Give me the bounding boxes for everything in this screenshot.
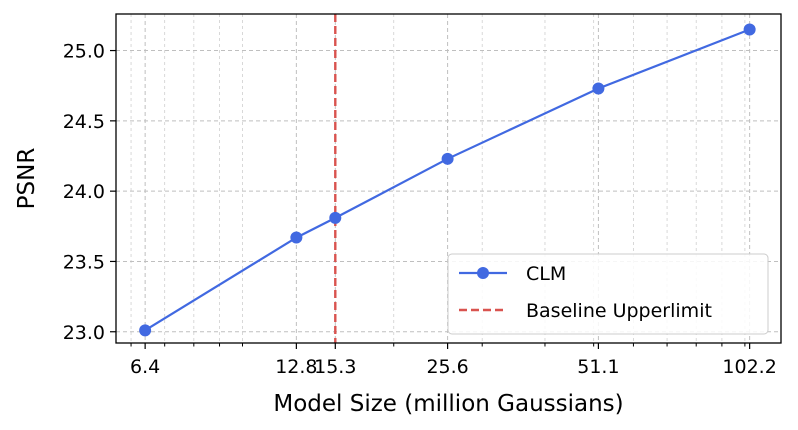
x-tick-label: 6.4 [130,356,160,378]
legend-marker-clm [477,267,489,279]
axes: 6.4 12.815.3 25.6 51.1 102.2 23.0 23.5 24.0 24.5… [63,41,777,378]
y-axis-title: PSNR [14,148,40,210]
data-point [441,152,454,165]
y-tick-label: 25.0 [63,41,105,63]
x-tick-label: 51.1 [577,356,619,378]
y-tick-label: 24.0 [63,181,105,203]
data-point [329,211,342,224]
data-point [290,231,303,244]
x-tick-label: 25.6 [426,356,468,378]
y-tick-label: 24.5 [63,111,105,133]
x-tick-label: 12.8 [275,356,317,378]
legend-label-baseline: Baseline Upperlimit [526,300,712,322]
y-tick-label: 23.0 [63,322,105,344]
data-point [139,324,152,337]
plot-frame [115,13,782,344]
data-point [592,82,605,95]
legend-box [447,253,769,335]
legend-label-clm: CLM [526,263,566,285]
data-point [743,23,756,36]
x-axis-title: Model Size (million Gaussians) [273,391,623,417]
series-layer [139,23,756,337]
y-tick-label: 23.5 [63,251,105,273]
x-tick-label: 15.3 [314,356,356,378]
x-tick-label: 102.2 [722,356,776,378]
legend: CLM Baseline Upperlimit [447,253,769,335]
series-line-clm [144,28,750,332]
